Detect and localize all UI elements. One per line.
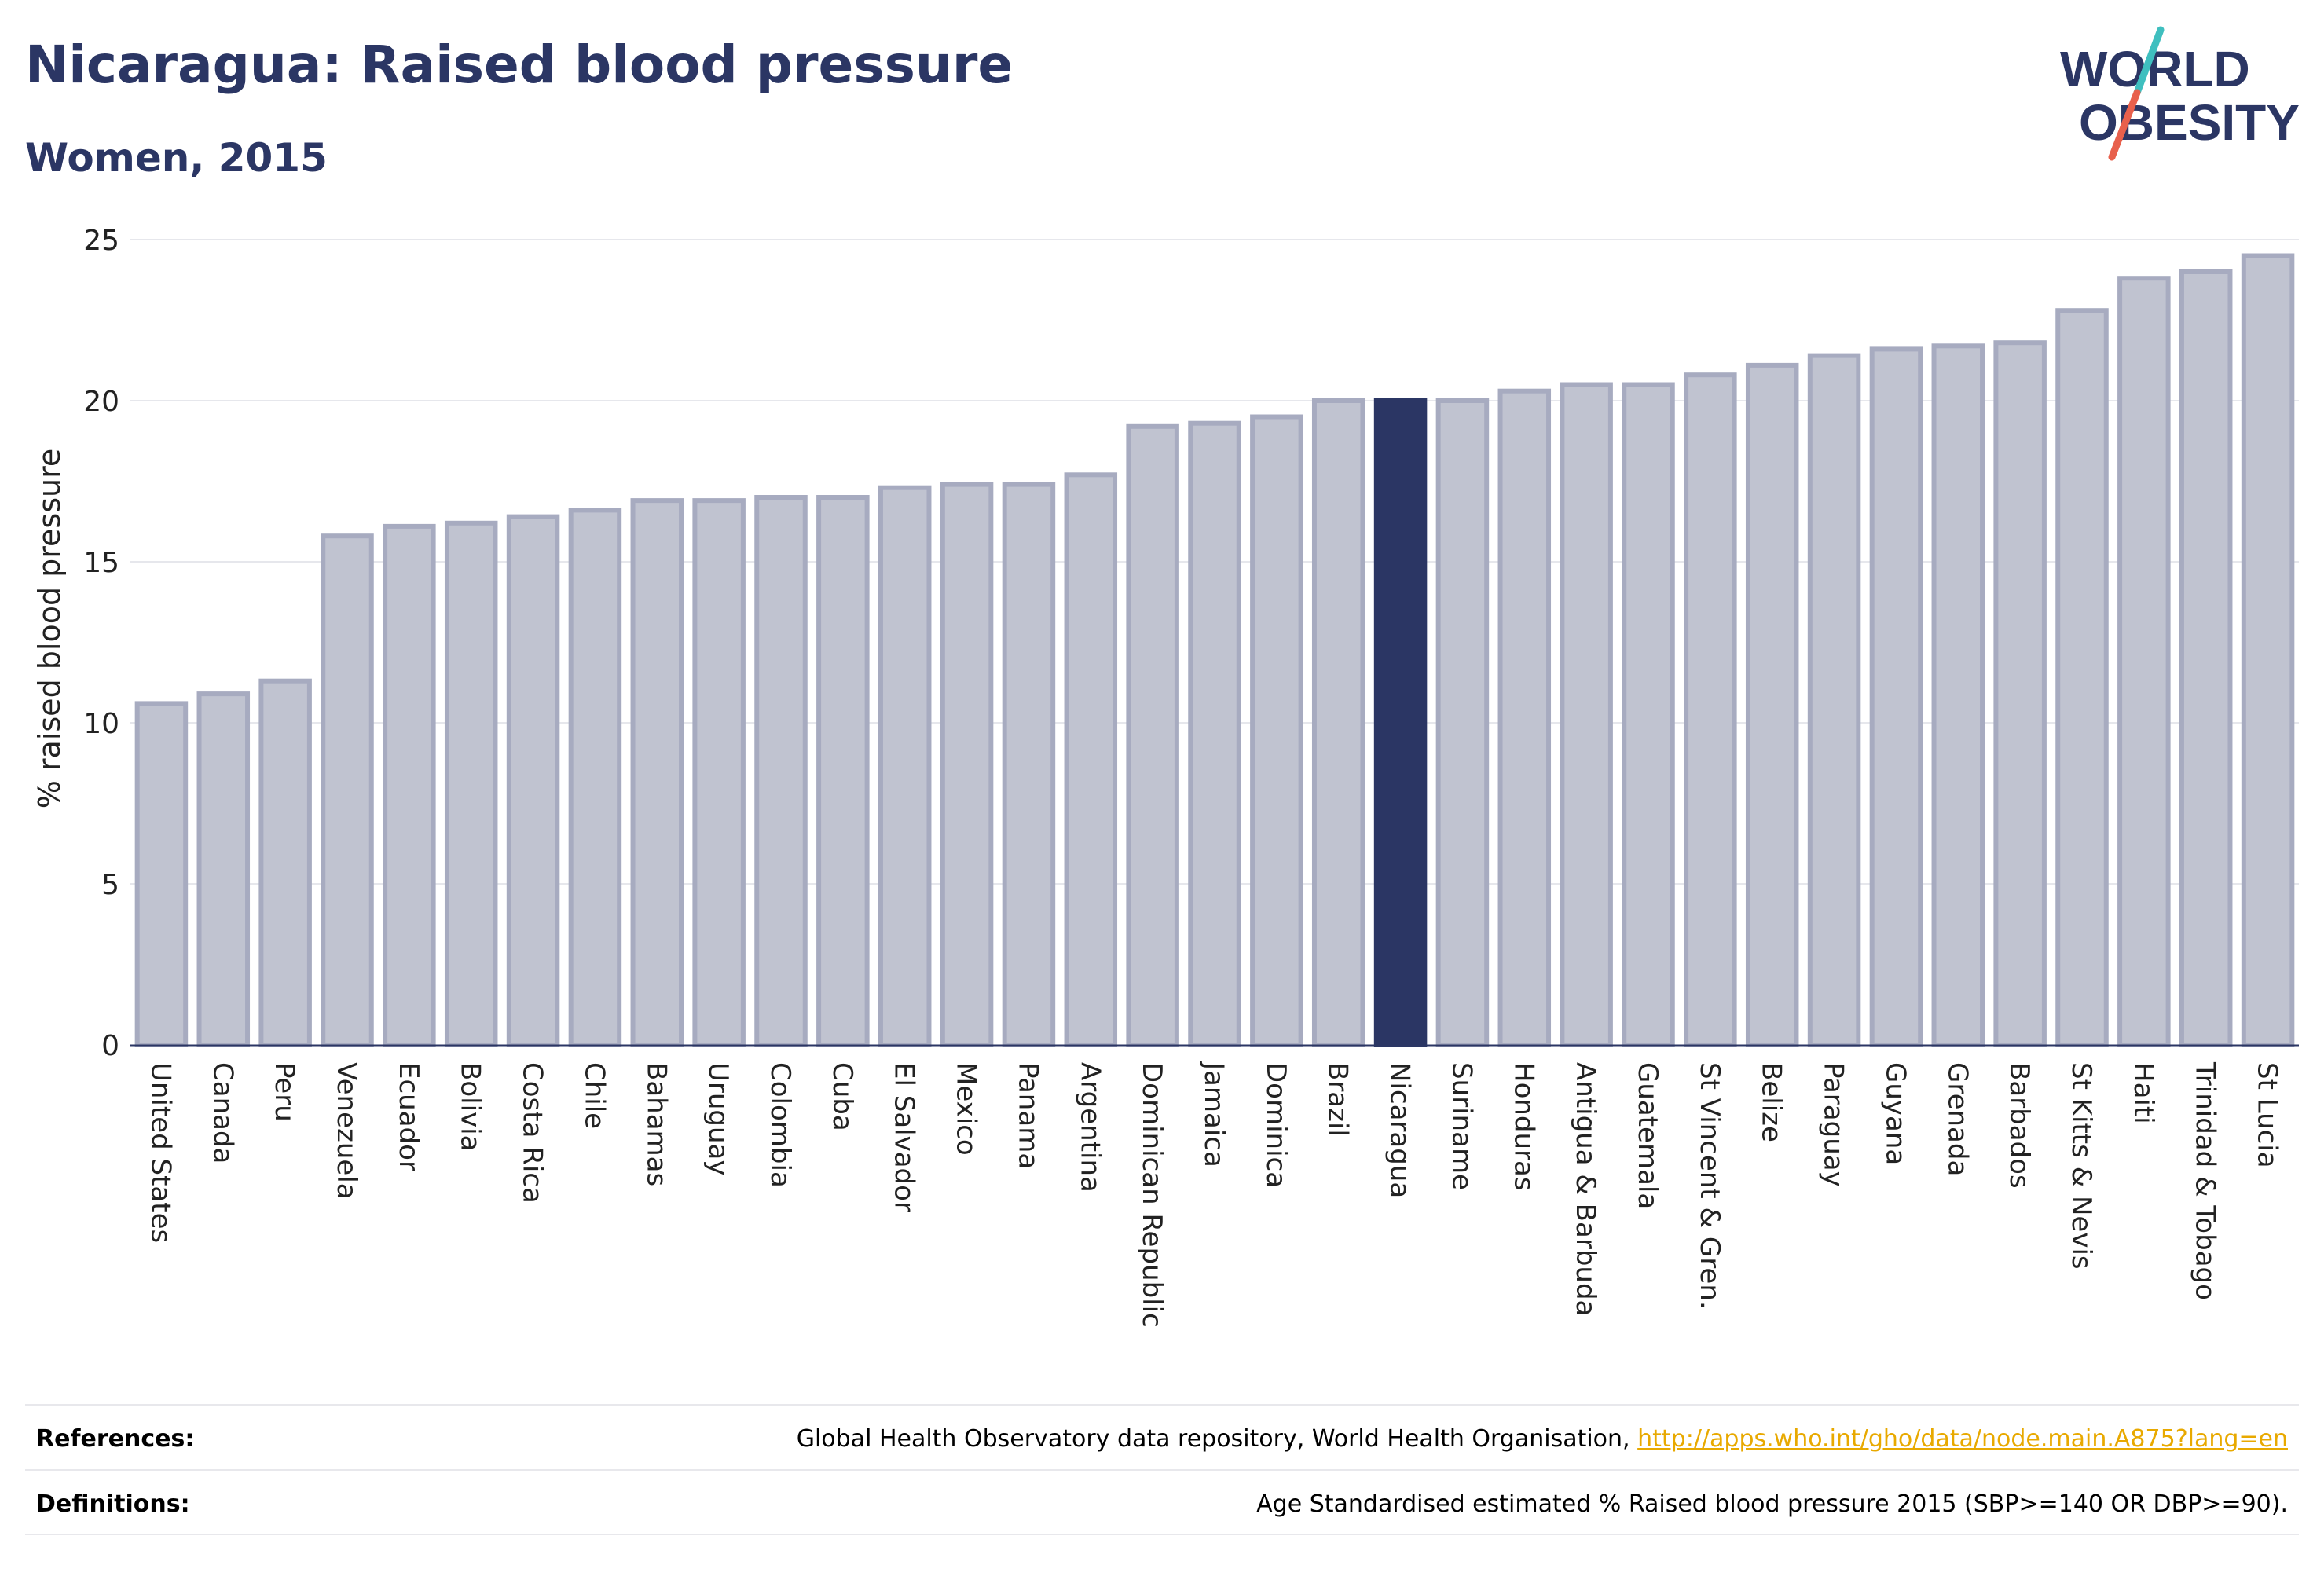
x-tick-label: Barbados — [2003, 1062, 2035, 1189]
bar — [1250, 414, 1303, 1047]
x-tick-label: Mexico — [951, 1062, 982, 1156]
bar — [2055, 308, 2109, 1047]
logo-slash-red — [2108, 89, 2141, 161]
x-tick-label: Costa Rica — [517, 1062, 548, 1204]
bar — [321, 533, 374, 1047]
x-tick-label: Argentina — [1074, 1062, 1105, 1193]
bar — [2179, 269, 2233, 1047]
bar — [754, 495, 808, 1047]
x-tick-label: Belize — [1756, 1062, 1787, 1142]
x-tick-label: Dominica — [1260, 1062, 1292, 1188]
bar — [1622, 382, 1675, 1047]
bar — [1064, 472, 1118, 1047]
x-tick-label: United States — [145, 1062, 176, 1243]
x-tick-label: St Kitts & Nevis — [2066, 1062, 2097, 1270]
x-tick-label: Chile — [578, 1062, 610, 1129]
bar — [2117, 276, 2171, 1047]
y-tick-label: 20 — [83, 386, 119, 418]
bar — [1560, 382, 1613, 1047]
references-link[interactable]: http://apps.who.int/gho/data/node.main.A… — [1637, 1425, 2288, 1453]
chart-title: Nicaragua: Raised blood pressure — [25, 35, 1014, 95]
bar — [1745, 362, 1799, 1047]
bar — [568, 508, 622, 1047]
x-tick-label: Bahamas — [640, 1062, 672, 1186]
x-tick-label: St Lucia — [2252, 1062, 2283, 1168]
x-tick-label: Guyana — [1879, 1062, 1911, 1165]
x-tick-label: El Salvador — [889, 1062, 920, 1212]
bar-highlighted — [1373, 398, 1428, 1047]
axis-layer: 0 5 10 15 20 25 United States Canada Peru Venezue… — [83, 225, 2299, 1328]
y-tick-label: 15 — [83, 547, 119, 579]
x-tick-label: Dominican Republic — [1136, 1062, 1167, 1328]
references-source: Global Health Observatory data repositor… — [796, 1425, 1630, 1453]
definitions-text: Age Standardised estimated % Raised bloo… — [1256, 1490, 2288, 1518]
bar — [1684, 372, 1737, 1047]
bar — [1497, 388, 1552, 1047]
references-label: References: — [36, 1425, 195, 1453]
y-tick-label: 10 — [83, 708, 119, 740]
x-tick-label: Haiti — [2128, 1062, 2159, 1124]
bar — [1869, 346, 1923, 1047]
bar — [1126, 423, 1179, 1047]
footer-divider-bottom — [25, 1534, 2299, 1535]
x-tick-label: Bolivia — [455, 1062, 486, 1151]
x-tick-label: St Vincent & Gren. — [1694, 1062, 1725, 1310]
bar — [444, 520, 498, 1047]
x-tick-label: Brazil — [1322, 1062, 1354, 1137]
x-tick-label: Guatemala — [1632, 1062, 1663, 1209]
definitions-label: Definitions: — [36, 1490, 190, 1518]
x-tick-label: Colombia — [764, 1062, 796, 1188]
bar — [2241, 253, 2295, 1047]
x-tick-label: Honduras — [1508, 1062, 1539, 1191]
bar — [1931, 343, 1985, 1047]
bar — [258, 678, 312, 1047]
x-tick-label: Nicaragua — [1384, 1062, 1416, 1198]
bar — [816, 495, 870, 1047]
footer-divider-top — [25, 1404, 2299, 1406]
bar-layer — [134, 253, 2295, 1048]
y-axis-label: % raised blood pressure — [32, 449, 67, 809]
bar — [134, 701, 189, 1048]
bar — [630, 498, 684, 1047]
x-tick-label: Canada — [207, 1062, 238, 1164]
y-tick-label: 0 — [101, 1030, 119, 1062]
bar — [1188, 420, 1241, 1047]
bar — [383, 523, 436, 1047]
bar-chart: 0 5 10 15 20 25 United States Canada Peru Venezue… — [32, 225, 2299, 1328]
bar — [1435, 398, 1490, 1047]
x-tick-label: Peru — [269, 1062, 300, 1122]
x-tick-label: Panama — [1012, 1062, 1043, 1169]
x-tick-label: Grenada — [1941, 1062, 1973, 1176]
y-tick-label: 5 — [101, 869, 119, 901]
x-tick-label: Antigua & Barbuda — [1570, 1062, 1601, 1316]
x-tick-label: Uruguay — [702, 1062, 734, 1176]
x-tick-label: Ecuador — [393, 1062, 424, 1171]
chart-subtitle: Women, 2015 — [25, 135, 328, 181]
x-tick-label: Suriname — [1446, 1062, 1477, 1190]
world-obesity-logo: WORLD OBESITY — [2060, 26, 2300, 161]
bar — [1311, 398, 1365, 1047]
bar — [940, 482, 994, 1047]
x-tick-label: Venezuela — [331, 1062, 362, 1200]
bar — [506, 514, 560, 1047]
references-text: Global Health Observatory data repositor… — [797, 1425, 2288, 1453]
bar — [196, 691, 251, 1047]
x-tick-label: Trinidad & Tobago — [2190, 1061, 2221, 1300]
bar — [1807, 353, 1861, 1048]
bar — [878, 485, 932, 1047]
logo-slash-teal — [2133, 26, 2165, 97]
y-tick-label: 25 — [83, 225, 119, 257]
x-tick-label: Cuba — [827, 1062, 858, 1131]
bar — [1993, 340, 2047, 1047]
bar — [1002, 482, 1056, 1047]
x-tick-label: Paraguay — [1818, 1062, 1849, 1187]
bar — [692, 498, 746, 1047]
footer-divider-middle — [25, 1469, 2299, 1471]
x-tick-label: Jamaica — [1198, 1061, 1230, 1167]
